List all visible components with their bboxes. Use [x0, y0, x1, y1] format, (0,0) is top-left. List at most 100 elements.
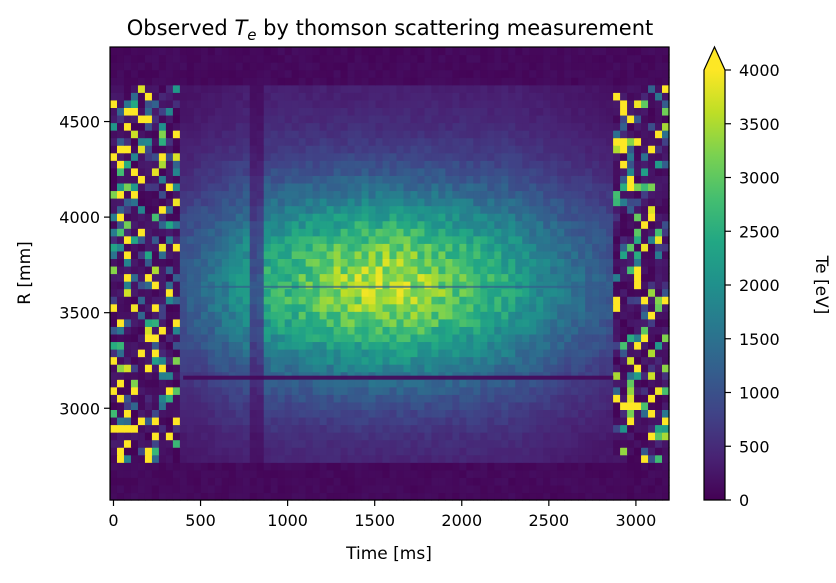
heatmap-cell [403, 190, 412, 199]
heatmap-cell [473, 167, 481, 176]
heatmap-cell [319, 492, 328, 501]
heatmap-cell [389, 424, 398, 433]
heatmap-cell [613, 349, 621, 358]
heatmap-cell [214, 137, 223, 146]
heatmap-cell [277, 447, 286, 456]
heatmap-cell [515, 54, 523, 63]
heatmap-cell [550, 477, 558, 486]
heatmap-cell [424, 394, 433, 403]
heatmap-cell [529, 220, 537, 229]
heatmap-cell [382, 213, 391, 222]
heatmap-cell [110, 152, 118, 161]
heatmap-cell [172, 220, 181, 229]
heatmap-cell [333, 47, 342, 56]
heatmap-cell [522, 447, 530, 456]
heatmap-cell [655, 130, 663, 139]
heatmap-cell [375, 394, 384, 403]
heatmap-cell [564, 213, 572, 222]
heatmap-cell [480, 288, 488, 297]
heatmap-cell [641, 250, 649, 259]
heatmap-cell [123, 386, 132, 395]
heatmap-cell [613, 243, 621, 252]
heatmap-cell [424, 265, 433, 275]
heatmap-cell [627, 439, 635, 448]
heatmap-cell [214, 484, 223, 494]
heatmap-cell [291, 152, 300, 161]
heatmap-cell [214, 175, 223, 184]
heatmap-cell [620, 198, 628, 207]
heatmap-cell [158, 303, 167, 312]
heatmap-cell [648, 198, 656, 207]
heatmap-cell [256, 333, 265, 343]
heatmap-cell [445, 394, 453, 403]
heatmap-cell [228, 288, 237, 297]
heatmap-cell [193, 492, 202, 501]
heatmap-cell [200, 130, 209, 139]
artifact-row [183, 285, 614, 288]
heatmap-cell [417, 228, 426, 237]
heatmap-cell [466, 130, 474, 139]
heatmap-cell [648, 152, 656, 161]
heatmap-cell [172, 228, 181, 237]
heatmap-cell [312, 77, 321, 86]
heatmap-cell [130, 152, 139, 161]
heatmap-cell [641, 235, 649, 244]
heatmap-cell [214, 439, 223, 448]
heatmap-cell [270, 99, 279, 108]
heatmap-cell [571, 152, 579, 161]
heatmap-cell [382, 432, 391, 441]
heatmap-cell [277, 130, 286, 139]
heatmap-cell [403, 62, 412, 71]
heatmap-cell [298, 349, 307, 358]
heatmap-cell [242, 333, 251, 343]
heatmap-cell [319, 145, 328, 154]
heatmap-cell [200, 484, 209, 494]
heatmap-cell [270, 235, 279, 244]
heatmap-cell [214, 454, 223, 463]
heatmap-cell [494, 281, 502, 290]
heatmap-cell [165, 77, 174, 86]
heatmap-cell [193, 198, 202, 207]
heatmap-cell [501, 454, 509, 463]
heatmap-cell [326, 160, 335, 169]
heatmap-cell [284, 137, 293, 146]
heatmap-cell [452, 439, 460, 448]
heatmap-cell [137, 213, 146, 222]
heatmap-cell [347, 356, 356, 365]
heatmap-cell [165, 243, 174, 252]
heatmap-cell [298, 47, 307, 56]
heatmap-cell [641, 333, 649, 343]
heatmap-cell [130, 484, 139, 494]
heatmap-cell [298, 145, 307, 154]
heatmap-cell [221, 114, 230, 124]
heatmap-cell [347, 220, 356, 229]
heatmap-cell [263, 190, 272, 199]
heatmap-cell [242, 99, 251, 108]
heatmap-cell [550, 303, 558, 312]
heatmap-cell [368, 401, 377, 410]
heatmap-cell [235, 235, 244, 244]
heatmap-cell [508, 122, 516, 131]
heatmap-cell [137, 122, 146, 131]
heatmap-cell [648, 213, 656, 222]
heatmap-cell [256, 160, 265, 169]
colorbar-frame [703, 45, 726, 501]
heatmap-cell [347, 469, 356, 478]
heatmap-cell [361, 122, 370, 131]
heatmap-cell [375, 114, 384, 124]
heatmap-cell [466, 47, 474, 56]
heatmap-cell [361, 250, 370, 259]
heatmap-cell [116, 447, 125, 456]
heatmap-cell [438, 235, 446, 244]
heatmap-cell [438, 311, 446, 320]
heatmap-cell [200, 205, 209, 214]
heatmap-cell [151, 447, 160, 456]
heatmap-cell [571, 62, 579, 71]
heatmap-cell [221, 92, 230, 101]
heatmap-cell [116, 130, 125, 139]
heatmap-cell [522, 477, 530, 486]
heatmap-cell [452, 198, 460, 207]
heatmap-cell [256, 250, 265, 259]
heatmap-cell [228, 228, 237, 237]
heatmap-cell [375, 160, 384, 169]
